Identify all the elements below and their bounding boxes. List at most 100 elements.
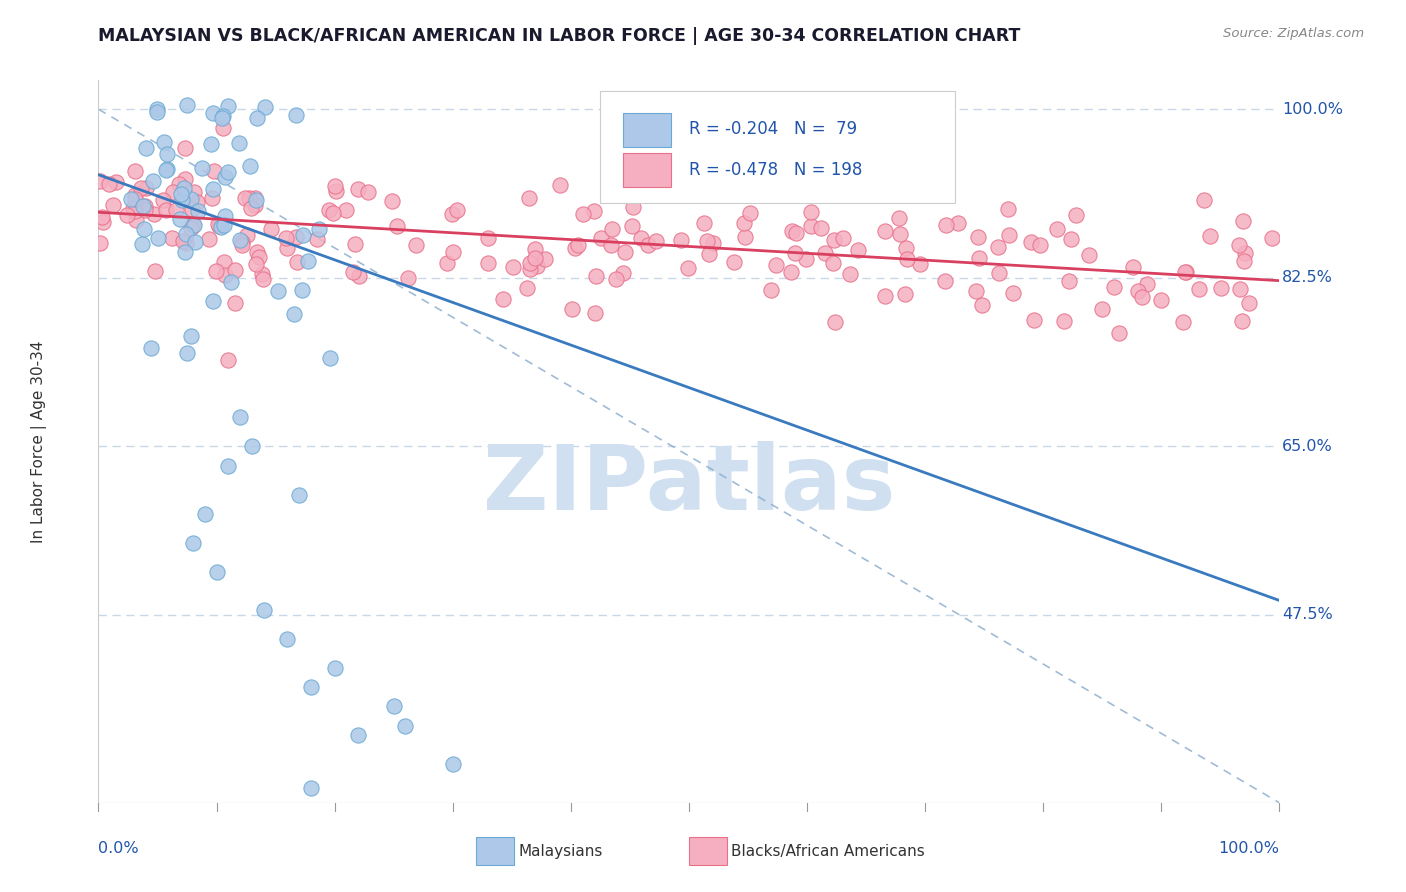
Point xyxy=(217,98,239,112)
Point xyxy=(211,109,233,123)
Text: 0.0%: 0.0% xyxy=(98,841,139,856)
Point xyxy=(211,112,233,126)
Point xyxy=(785,245,807,260)
Point xyxy=(347,182,370,196)
Point xyxy=(285,254,308,268)
Point xyxy=(972,298,994,312)
Point xyxy=(1128,284,1150,298)
Point xyxy=(134,203,156,218)
Point xyxy=(589,231,612,245)
Point xyxy=(224,296,246,310)
Point xyxy=(319,351,342,366)
Point xyxy=(194,507,217,521)
Point xyxy=(605,272,627,286)
Point xyxy=(120,192,142,206)
Text: R = -0.204   N =  79: R = -0.204 N = 79 xyxy=(689,120,858,138)
Point xyxy=(231,235,253,249)
Point xyxy=(659,186,682,201)
Point xyxy=(134,222,156,236)
Point xyxy=(299,781,322,796)
Point xyxy=(702,235,724,250)
Point xyxy=(174,227,197,242)
Point xyxy=(583,204,606,219)
Point xyxy=(253,603,276,617)
Point xyxy=(381,194,404,209)
FancyBboxPatch shape xyxy=(623,112,671,147)
Point xyxy=(214,169,236,184)
Point xyxy=(699,247,721,261)
Point xyxy=(517,191,540,205)
Point xyxy=(135,181,157,195)
Point xyxy=(198,232,221,246)
Point xyxy=(238,191,260,205)
Point xyxy=(217,458,239,473)
Point xyxy=(382,699,405,714)
Point xyxy=(889,227,911,241)
Point xyxy=(733,216,755,230)
Point xyxy=(124,193,146,207)
Point xyxy=(276,632,298,646)
Point xyxy=(1052,314,1074,328)
Text: MALAYSIAN VS BLACK/AFRICAN AMERICAN IN LABOR FORCE | AGE 30-34 CORRELATION CHART: MALAYSIAN VS BLACK/AFRICAN AMERICAN IN L… xyxy=(98,27,1021,45)
Point xyxy=(207,217,229,231)
Point xyxy=(669,234,692,248)
Point xyxy=(201,106,224,120)
Point xyxy=(205,565,228,579)
Point xyxy=(176,346,198,360)
Point xyxy=(1019,235,1042,250)
Point xyxy=(246,244,269,259)
Point xyxy=(105,175,128,189)
Text: In Labor Force | Age 30-34: In Labor Force | Age 30-34 xyxy=(31,340,48,543)
Point xyxy=(723,254,745,268)
Point xyxy=(561,301,583,316)
Point xyxy=(217,352,239,367)
Point xyxy=(630,231,652,245)
Point xyxy=(201,191,224,205)
Point xyxy=(1108,326,1130,340)
Point xyxy=(1261,231,1284,245)
Point xyxy=(600,222,623,236)
Point xyxy=(824,315,846,329)
Point xyxy=(823,233,845,247)
Point xyxy=(759,283,782,297)
Point xyxy=(250,267,273,281)
Point xyxy=(814,245,837,260)
Point xyxy=(1102,280,1125,294)
Point xyxy=(1130,290,1153,304)
Point xyxy=(842,182,865,196)
Point xyxy=(91,210,114,224)
Point xyxy=(612,266,634,280)
Point xyxy=(146,102,169,116)
Point xyxy=(228,136,250,150)
Point xyxy=(173,244,195,259)
Point xyxy=(1174,265,1197,279)
Point xyxy=(524,243,547,257)
Point xyxy=(153,135,176,149)
Point xyxy=(274,231,297,245)
Point xyxy=(245,194,267,208)
Point xyxy=(209,219,232,234)
Point xyxy=(173,172,195,186)
Point xyxy=(997,202,1019,217)
Point xyxy=(1002,285,1025,300)
Point xyxy=(966,230,988,244)
Point xyxy=(831,231,853,245)
Point xyxy=(986,240,1008,254)
Point xyxy=(297,254,319,268)
Point xyxy=(156,147,179,161)
Point xyxy=(155,163,177,178)
Point xyxy=(780,224,803,238)
Point xyxy=(965,285,987,299)
Point xyxy=(229,234,252,248)
Point xyxy=(519,256,541,270)
Point xyxy=(440,207,463,221)
Point xyxy=(204,263,226,277)
Point xyxy=(441,244,464,259)
Point xyxy=(243,191,266,205)
Point xyxy=(806,173,828,187)
Point xyxy=(131,236,153,251)
Point xyxy=(567,238,589,252)
Point xyxy=(239,159,262,173)
Point xyxy=(1188,281,1211,295)
Point xyxy=(156,161,179,176)
